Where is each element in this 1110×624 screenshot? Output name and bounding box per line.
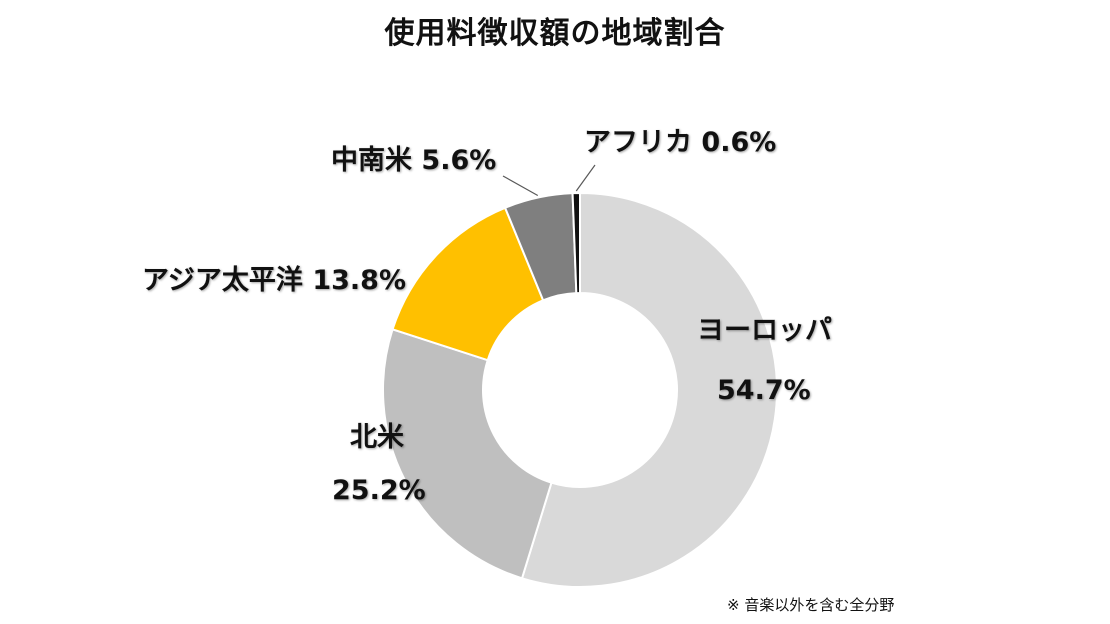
- slice-europe: [520, 191, 778, 588]
- label-asia-pacific-value: 13.8%: [312, 265, 406, 296]
- label-north-america-value: 25.2%: [332, 475, 426, 506]
- leader-line-africa: [575, 164, 596, 192]
- label-latin-america-value: 5.6%: [421, 145, 497, 176]
- slice-north-america: [382, 328, 553, 580]
- label-europe-name: ヨーロッパ: [697, 315, 832, 346]
- leader-line-latin-america: [502, 175, 539, 197]
- footnote: ※ 音楽以外を含む全分野: [727, 596, 895, 614]
- label-europe-value: 54.7%: [717, 375, 811, 406]
- label-africa-value: 0.6%: [701, 127, 777, 158]
- label-north-america-name: 北米: [350, 422, 404, 453]
- label-latin-america-name: 中南米: [331, 145, 412, 176]
- slice-africa: [571, 191, 581, 295]
- label-asia-pacific-name: アジア太平洋: [142, 265, 303, 296]
- label-africa-name: アフリカ: [584, 127, 692, 158]
- chart-title: 使用料徴収額の地域割合: [384, 16, 726, 51]
